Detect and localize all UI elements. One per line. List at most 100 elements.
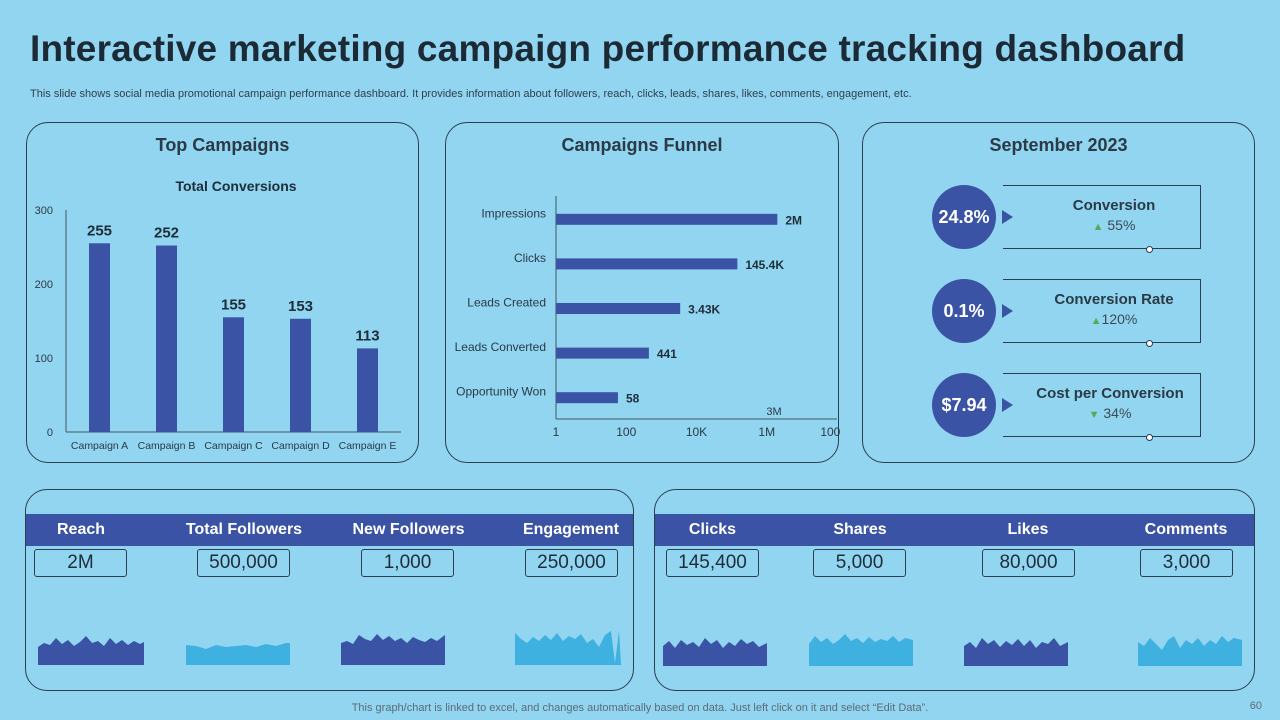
total-followers-sparkline [186,643,290,665]
top-campaigns-panel: Top Campaigns Total Conversions 0 100 200 30… [26,122,419,463]
bar-value-label: 58 [626,392,640,406]
comments-sparkline [1138,636,1242,666]
sparkline-area [663,638,767,666]
page-subtitle: This slide shows social media promotiona… [30,88,912,100]
sparkline-area [964,638,1068,666]
total-followers-value: 500,000 [197,549,290,577]
bar [223,317,244,432]
reach-sparkline [38,636,144,665]
bar-value-label: 3.43K [688,303,720,317]
x-tick-label: Campaign E [339,440,397,452]
bar-value-label: 155 [221,296,246,313]
conversion-label: Conversion [1072,197,1156,214]
campaigns-funnel-panel: Campaigns Funnel Impressions 2M Clicks 145.… [445,122,840,463]
social-header-right: Clicks Shares Likes Comments [655,514,1254,546]
likes-sparkline [964,638,1068,666]
shares-value: 5,000 [813,549,906,577]
new-followers-sparkline [341,634,445,665]
cost-per-conversion-value: $7.94 [932,373,996,437]
top-campaigns-title: Top Campaigns [155,135,290,155]
reach-header: Reach [56,521,106,538]
kpi-bracket [1003,185,1201,249]
bar [156,245,177,432]
conversion-rate-delta-value: 120% [1101,311,1138,327]
category-label: Leads Created [467,296,546,310]
clicks-sparkline [663,638,767,666]
x-tick-label: Campaign D [271,440,330,452]
x-tick-label: 100 [616,425,636,439]
funnel-bar [556,258,738,270]
total-conversions-chart: Total Conversions 0 100 200 300 255 Campaign A… [35,178,401,452]
x-tick-label: Campaign B [138,440,196,452]
kpi-bracket-dot [1146,434,1153,441]
bar-value-label: 252 [154,225,179,242]
kpi-bracket-dot [1146,246,1153,253]
bar [290,318,311,432]
y-tick-label: 100 [35,353,53,365]
cost-per-conversion-label: Cost per Conversion [1036,385,1184,402]
comments-value: 3,000 [1140,549,1233,577]
x-tick-label: 100 M [820,425,840,439]
bar-value-label: 441 [657,347,677,361]
down-arrow-icon: ▼ [1088,409,1100,421]
x-tick-label: 10K [686,425,707,439]
sparkline-area [186,643,290,665]
social-metrics-panel-right: Clicks Shares Likes Comments 145,400 5,0… [654,489,1255,691]
y-tick-label: 300 [35,205,53,217]
funnel-bar [556,303,681,314]
page-title: Interactive marketing campaign performan… [30,28,1186,69]
bar-value-label: 2M [785,213,802,227]
sparkline-area [341,634,445,665]
funnel-bar [556,347,649,359]
up-arrow-icon: ▲ [1092,221,1104,233]
kpi-bracket [1003,373,1201,437]
engagement-sparkline [515,631,621,665]
category-label: Leads Converted [455,340,546,354]
engagement-value: 250,000 [525,549,618,577]
x-tick-label: 1M [758,425,775,439]
sparkline-area [1138,636,1242,666]
conversion-value: 24.8% [932,185,996,249]
x-tick-label: Campaign A [71,440,128,452]
comments-header: Comments [1144,521,1228,538]
conversion-delta-value: 55% [1107,217,1136,233]
conversion-delta: ▲ 55% [1014,217,1214,233]
up-arrow-icon: ▲ [1090,315,1102,327]
campaigns-funnel-chart: Impressions 2M Clicks 145.4K Leads Created 3.… [455,196,840,439]
funnel-bar [556,213,778,225]
campaigns-funnel-title: Campaigns Funnel [561,135,723,155]
pointer-icon [1002,304,1013,318]
month-title: September 2023 [989,135,1128,155]
category-label: Impressions [481,206,546,220]
cost-per-conversion-delta: ▼ 34% [1010,405,1210,421]
page-number: 60 [1249,700,1262,712]
reach-value: 2M [34,549,127,577]
conversion-rate-delta: ▲120% [1014,311,1214,327]
bar-value-label: 255 [87,222,112,239]
y-tick-label: 0 [47,427,53,439]
bar [357,348,378,432]
category-label: Clicks [514,251,546,265]
new-followers-value: 1,000 [361,549,454,577]
kpi-bracket [1003,279,1201,343]
x-tick-label: Campaign C [204,440,263,452]
footer-note: This graph/chart is linked to excel, and… [351,702,929,714]
kpi-bracket-dot [1146,340,1153,347]
social-header-left: Reach Total Followers New Followers Enga… [26,514,633,546]
cost-per-conversion-delta-value: 34% [1103,405,1132,421]
bar-value-label: 113 [355,327,379,344]
new-followers-header: New Followers [352,521,465,538]
sparkline-area [809,634,913,666]
total-followers-header: Total Followers [185,521,303,538]
likes-value: 80,000 [982,549,1075,577]
axis-annotation: 3M [766,406,781,418]
chart-title: Total Conversions [175,178,296,194]
clicks-value: 145,400 [666,549,759,577]
social-metrics-panel-left: Reach Total Followers New Followers Enga… [25,489,634,691]
sparkline-area [38,636,144,665]
clicks-header: Clicks [688,521,737,538]
category-label: Opportunity Won [456,385,546,399]
shares-header: Shares [833,521,887,538]
conversion-rate-value: 0.1% [932,279,996,343]
monthly-kpi-panel: September 2023 24.8% Conversion ▲ 55% 0.… [862,122,1255,463]
